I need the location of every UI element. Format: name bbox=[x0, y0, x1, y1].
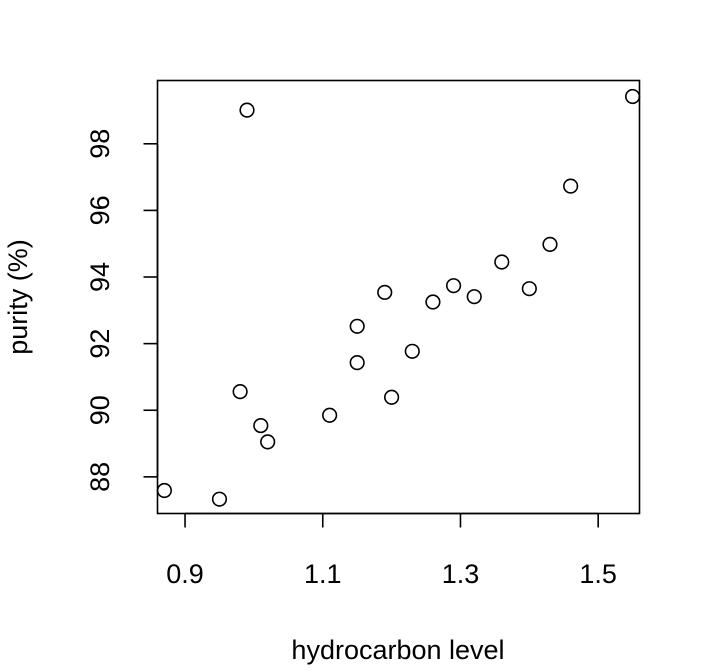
x-axis-title: hydrocarbon level bbox=[291, 635, 504, 665]
data-point bbox=[322, 407, 338, 423]
data-point bbox=[494, 254, 510, 270]
data-point bbox=[445, 278, 462, 294]
data-points bbox=[156, 88, 641, 507]
data-point bbox=[521, 281, 537, 297]
y-tick-label: 92 bbox=[85, 329, 115, 359]
y-axis-title: purity (%) bbox=[3, 239, 33, 355]
x-tick-label: 1.3 bbox=[442, 559, 480, 589]
data-point bbox=[260, 434, 276, 450]
y-tick-label: 96 bbox=[85, 195, 115, 225]
data-point bbox=[349, 318, 365, 334]
y-tick-label: 88 bbox=[85, 462, 115, 492]
y-axis: 88 90 92 94 96 98 bbox=[85, 129, 159, 492]
y-tick-label: 98 bbox=[85, 129, 115, 159]
x-axis: 0.9 1.1 1.3 1.5 bbox=[166, 512, 617, 589]
data-point bbox=[349, 355, 365, 371]
x-tick-label: 0.9 bbox=[166, 559, 204, 589]
data-point bbox=[232, 383, 248, 400]
data-point bbox=[542, 236, 558, 252]
data-point bbox=[563, 178, 579, 194]
data-point bbox=[156, 482, 172, 499]
y-tick-label: 94 bbox=[85, 262, 115, 292]
plot-frame bbox=[156, 79, 641, 515]
data-point bbox=[625, 88, 641, 105]
data-point bbox=[404, 343, 420, 359]
data-point bbox=[466, 289, 482, 305]
x-tick-label: 1.5 bbox=[579, 559, 617, 589]
data-point bbox=[425, 294, 441, 310]
data-point bbox=[211, 491, 228, 507]
data-point bbox=[377, 284, 393, 300]
x-tick-label: 1.1 bbox=[304, 559, 342, 589]
data-point bbox=[239, 102, 255, 118]
data-point bbox=[384, 389, 400, 405]
data-point bbox=[253, 417, 269, 434]
y-tick-label: 90 bbox=[85, 395, 115, 425]
